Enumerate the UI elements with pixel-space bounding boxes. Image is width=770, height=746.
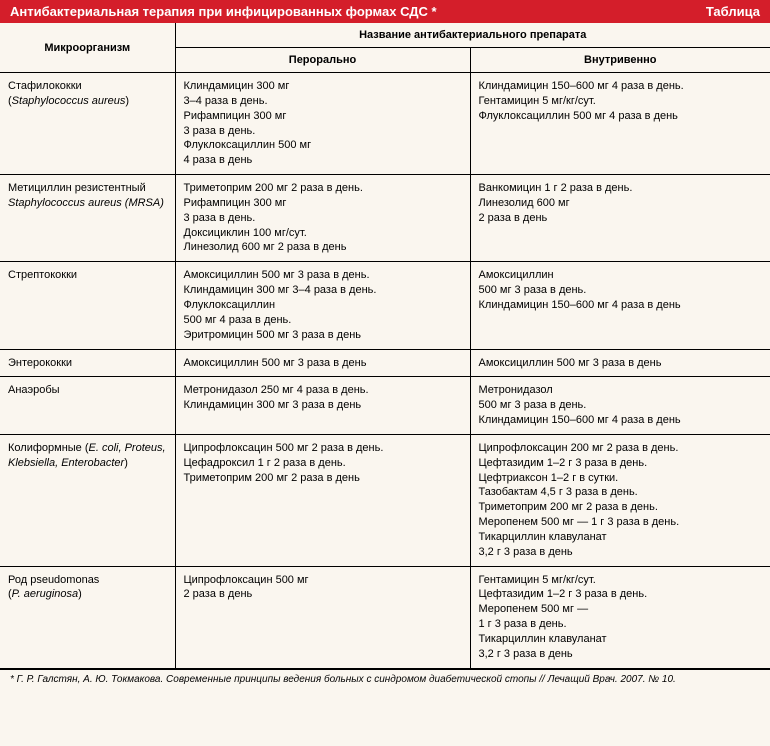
- therapy-table: Микроорганизм Название антибактериальног…: [0, 23, 770, 669]
- table-footnote: * Г. Р. Галстян, А. Ю. Токмакова. Соврем…: [0, 669, 770, 691]
- col-header-organism: Микроорганизм: [0, 23, 175, 73]
- cell-oral: Ципрофлоксацин 500 мг2 раза в день: [175, 566, 470, 668]
- cell-oral: Ципрофлоксацин 500 мг 2 раза в день.Цефа…: [175, 434, 470, 566]
- table-row: Колиформные (E. coli, Proteus, Klebsiell…: [0, 434, 770, 566]
- cell-iv: Ципрофлоксацин 200 мг 2 раза в день.Цефт…: [470, 434, 770, 566]
- cell-iv: Ванкомицин 1 г 2 раза в день.Линезолид 6…: [470, 175, 770, 262]
- cell-organism: Стафилококки(Staphylococcus aureus): [0, 73, 175, 175]
- cell-oral: Амоксициллин 500 мг 3 раза в день: [175, 349, 470, 377]
- table-badge: Таблица: [706, 4, 760, 19]
- col-header-iv: Внутривенно: [470, 48, 770, 73]
- table-title: Антибактериальная терапия при инфицирова…: [10, 4, 437, 19]
- table-row: СтрептококкиАмоксициллин 500 мг 3 раза в…: [0, 262, 770, 349]
- cell-oral: Триметоприм 200 мг 2 раза в день.Рифампи…: [175, 175, 470, 262]
- cell-iv: Клиндамицин 150–600 мг 4 раза в день.Ген…: [470, 73, 770, 175]
- cell-iv: Гентамицин 5 мг/кг/сут.Цефтазидим 1–2 г …: [470, 566, 770, 668]
- cell-organism: Род pseudomonas(P. aeruginosa): [0, 566, 175, 668]
- cell-iv: Амоксициллин 500 мг 3 раза в день: [470, 349, 770, 377]
- cell-organism: Энтерококки: [0, 349, 175, 377]
- table-row: Род pseudomonas(P. aeruginosa)Ципрофлокс…: [0, 566, 770, 668]
- cell-organism: Анаэробы: [0, 377, 175, 435]
- table-row: Метициллин резистентныйStaphylococcus au…: [0, 175, 770, 262]
- table-row: АнаэробыМетронидазол 250 мг 4 раза в ден…: [0, 377, 770, 435]
- table-header-bar: Антибактериальная терапия при инфицирова…: [0, 0, 770, 23]
- cell-iv: Метронидазол500 мг 3 раза в день.Клиндам…: [470, 377, 770, 435]
- cell-organism: Метициллин резистентныйStaphylococcus au…: [0, 175, 175, 262]
- table-row: Стафилококки(Staphylococcus aureus)Клинд…: [0, 73, 770, 175]
- cell-oral: Метронидазол 250 мг 4 раза в день.Клинда…: [175, 377, 470, 435]
- cell-organism: Стрептококки: [0, 262, 175, 349]
- cell-iv: Амоксициллин500 мг 3 раза в день.Клиндам…: [470, 262, 770, 349]
- cell-oral: Клиндамицин 300 мг3–4 раза в день.Рифамп…: [175, 73, 470, 175]
- cell-oral: Амоксициллин 500 мг 3 раза в день.Клинда…: [175, 262, 470, 349]
- cell-organism: Колиформные (E. coli, Proteus, Klebsiell…: [0, 434, 175, 566]
- col-header-oral: Перорально: [175, 48, 470, 73]
- table-row: ЭнтерококкиАмоксициллин 500 мг 3 раза в …: [0, 349, 770, 377]
- col-header-drug-group: Название антибактериального препарата: [175, 23, 770, 48]
